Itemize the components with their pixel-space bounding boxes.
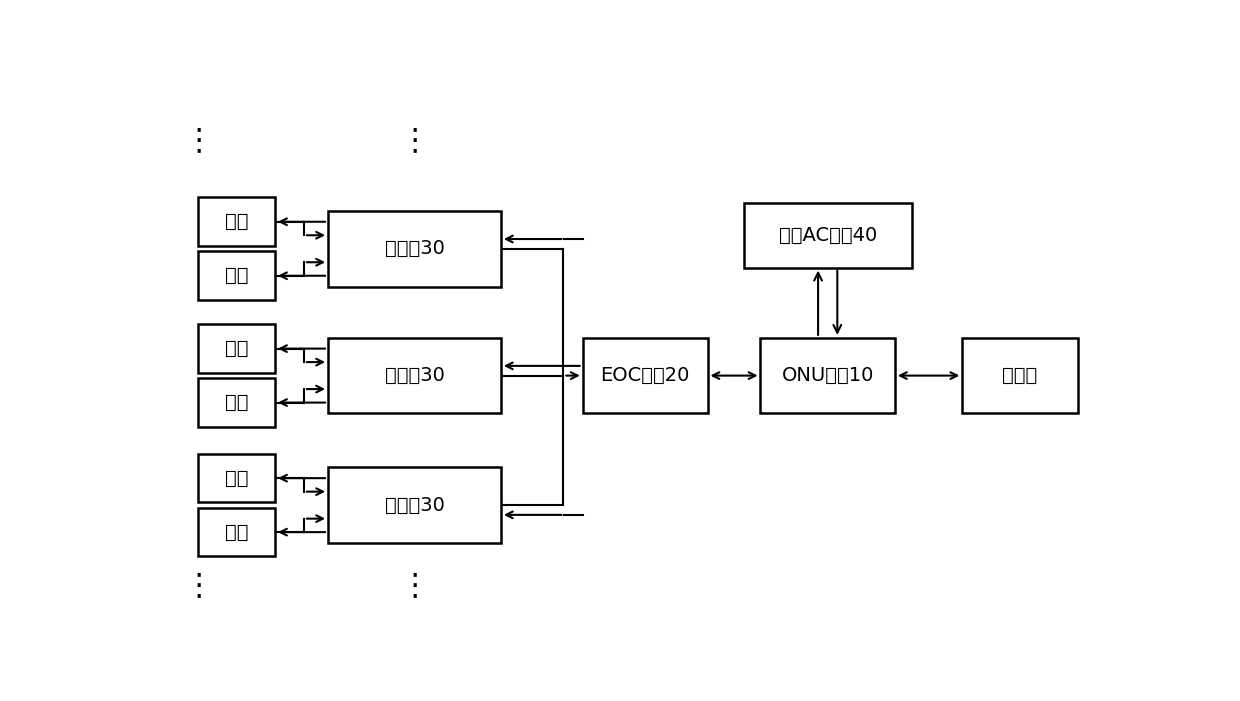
Text: 机顶衢30: 机顶衢30 (384, 239, 444, 258)
Text: ONU设批10: ONU设批10 (781, 366, 874, 385)
FancyBboxPatch shape (198, 379, 275, 427)
Text: ⋮: ⋮ (399, 571, 430, 601)
FancyBboxPatch shape (198, 198, 275, 246)
FancyBboxPatch shape (744, 203, 911, 268)
Text: 审计AC设抇40: 审计AC设抇40 (779, 226, 877, 245)
FancyBboxPatch shape (198, 252, 275, 300)
Text: 终端: 终端 (224, 469, 248, 488)
Text: 机顶衢30: 机顶衢30 (384, 366, 444, 385)
FancyBboxPatch shape (583, 338, 708, 414)
FancyBboxPatch shape (760, 338, 895, 414)
Text: ⋮: ⋮ (184, 571, 213, 601)
Text: 终端: 终端 (224, 393, 248, 412)
FancyBboxPatch shape (327, 211, 501, 287)
FancyBboxPatch shape (327, 338, 501, 414)
Text: EOC局的20: EOC局的20 (600, 366, 689, 385)
FancyBboxPatch shape (198, 508, 275, 557)
FancyBboxPatch shape (198, 454, 275, 503)
FancyBboxPatch shape (327, 468, 501, 543)
Text: ⋮: ⋮ (184, 126, 213, 156)
Text: 终端: 终端 (224, 212, 248, 231)
Text: 终端: 终端 (224, 266, 248, 285)
FancyBboxPatch shape (962, 338, 1078, 414)
Text: 互联网: 互联网 (1002, 366, 1038, 385)
Text: 终端: 终端 (224, 523, 248, 542)
FancyBboxPatch shape (198, 325, 275, 373)
Text: 机顶衢30: 机顶衢30 (384, 496, 444, 515)
Text: 终端: 终端 (224, 339, 248, 358)
Text: ⋮: ⋮ (399, 126, 430, 156)
